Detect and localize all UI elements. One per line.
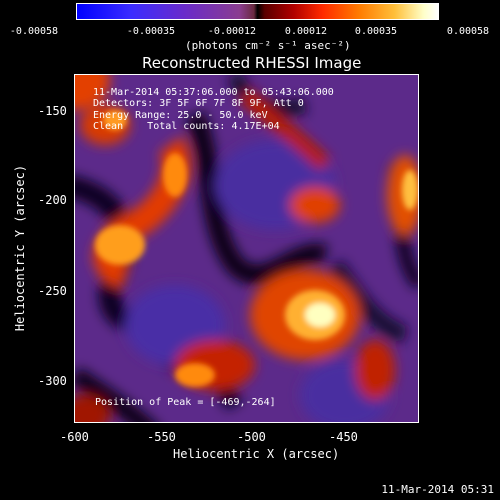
colorbar-tick-label: -0.00058 [9, 26, 59, 37]
colorbar-gradient [77, 4, 438, 19]
x-tick-label: -500 [237, 430, 266, 444]
y-tick-label: -250 [38, 284, 67, 298]
y-tick-label: -200 [38, 193, 67, 207]
timestamp: 11-Mar-2014 05:31 [381, 483, 494, 496]
info-line: Clean Total counts: 4.17E+04 [93, 121, 280, 132]
peak-position-label: Position of Peak = [-469,-264] [95, 397, 276, 408]
y-tick-label: -150 [38, 104, 67, 118]
info-line: Energy Range: 25.0 - 50.0 keV [93, 110, 268, 121]
x-axis-title: Heliocentric X (arcsec) [173, 447, 340, 461]
info-line: 11-Mar-2014 05:37:06.000 to 05:43:06.000 [93, 87, 334, 98]
colorbar-tick-label: -0.00035 [126, 26, 176, 37]
image-panel [74, 74, 419, 423]
y-axis-title: Heliocentric Y (arcsec) [13, 164, 27, 332]
colorbar-units-label: (photons cm⁻² s⁻¹ asec⁻²) [185, 39, 351, 52]
colorbar-tick-label: 0.00035 [354, 26, 398, 37]
colorbar-tick-label: 0.00058 [446, 26, 490, 37]
info-line: Detectors: 3F 5F 6F 7F 8F 9F, Att 0 [93, 98, 304, 109]
colorbar [76, 3, 439, 20]
y-tick-label: -300 [38, 374, 67, 388]
plot-title: Reconstructed RHESSI Image [142, 54, 362, 72]
x-tick-label: -600 [60, 430, 89, 444]
x-tick-label: -450 [329, 430, 358, 444]
x-tick-label: -550 [147, 430, 176, 444]
solar-image [75, 75, 418, 422]
colorbar-tick-label: 0.00012 [284, 26, 328, 37]
colorbar-tick-label: -0.00012 [207, 26, 257, 37]
